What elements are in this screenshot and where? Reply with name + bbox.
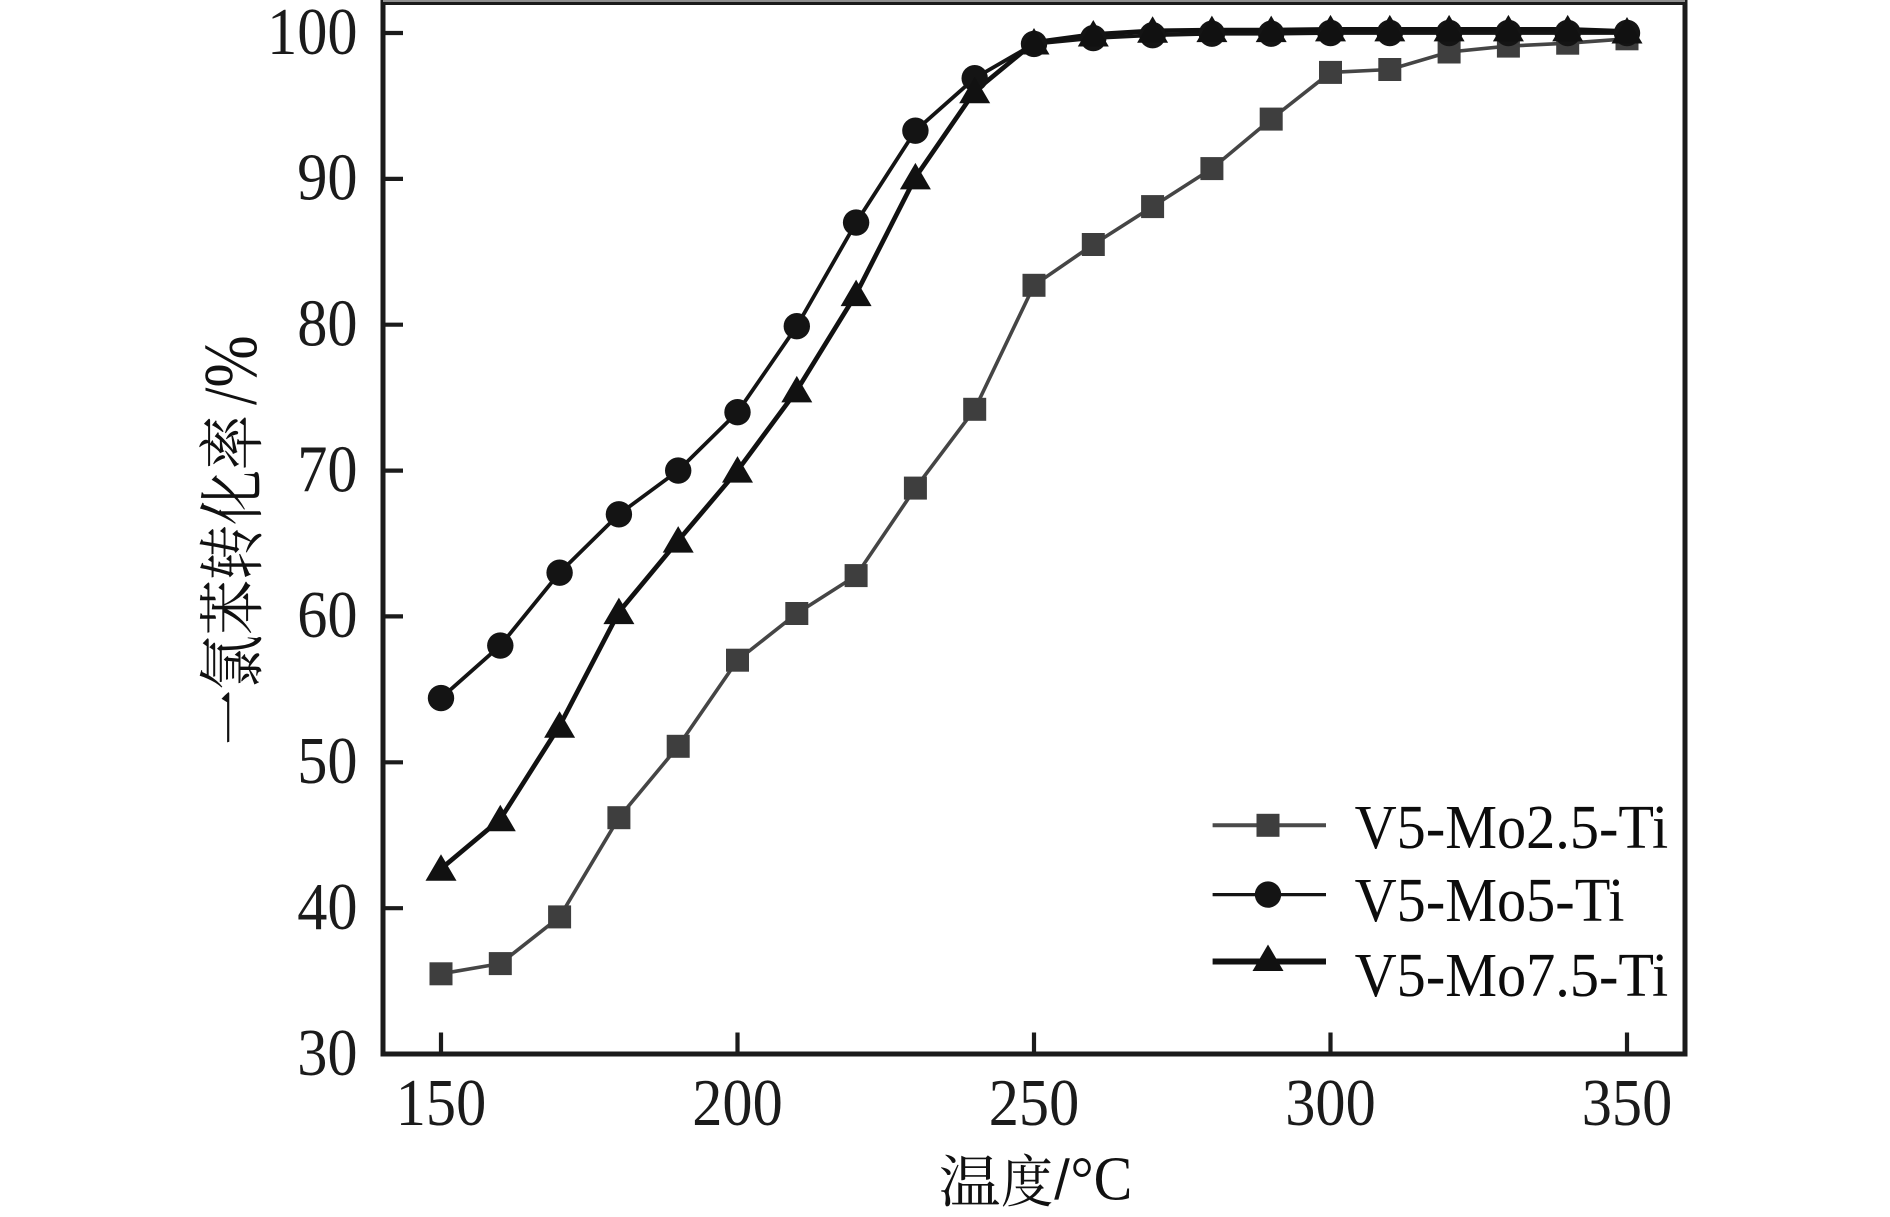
- svg-text:V5-Mo2.5-Ti: V5-Mo2.5-Ti: [1355, 793, 1669, 862]
- svg-text:90: 90: [297, 140, 357, 215]
- svg-text:60: 60: [297, 577, 357, 652]
- svg-text:/%: /%: [189, 335, 273, 405]
- svg-text:300: 300: [1285, 1065, 1375, 1140]
- svg-text:50: 50: [297, 723, 357, 798]
- svg-text:250: 250: [989, 1065, 1079, 1140]
- svg-text:°C: °C: [1071, 1144, 1133, 1214]
- svg-text:100: 100: [267, 0, 357, 69]
- svg-text:30: 30: [297, 1015, 357, 1090]
- svg-text:200: 200: [692, 1065, 782, 1140]
- svg-text:150: 150: [396, 1065, 486, 1140]
- svg-text:350: 350: [1582, 1065, 1672, 1140]
- svg-text:40: 40: [297, 869, 357, 944]
- svg-text:V5-Mo7.5-Ti: V5-Mo7.5-Ti: [1355, 941, 1669, 1010]
- svg-text:70: 70: [297, 431, 357, 506]
- svg-text:V5-Mo5-Ti: V5-Mo5-Ti: [1355, 866, 1625, 935]
- svg-text:80: 80: [297, 286, 357, 361]
